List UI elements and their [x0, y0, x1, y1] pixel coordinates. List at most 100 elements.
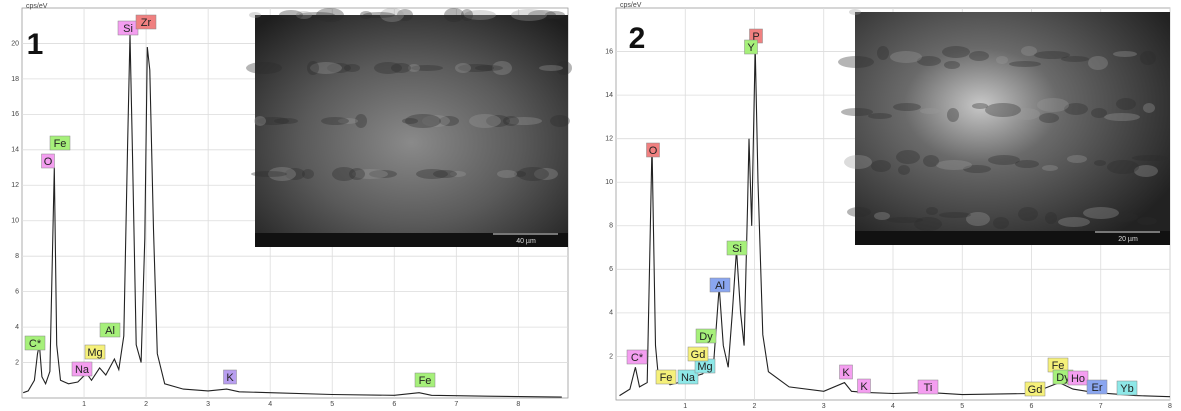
panel-label: 2	[629, 22, 646, 55]
sem-texture	[896, 150, 920, 164]
sem-texture	[1009, 61, 1041, 67]
x-tick-label: 8	[1168, 403, 1172, 410]
y-tick-label: 20	[11, 40, 19, 47]
sem-texture	[1094, 160, 1106, 166]
element-label: Na	[681, 372, 696, 384]
scale-bar-label: 40 µm	[516, 238, 536, 245]
y-axis-label: cps/eV	[26, 3, 48, 10]
element-label: Fe	[54, 138, 67, 150]
y-tick-label: 10	[11, 218, 19, 225]
y-tick-label: 14	[605, 92, 613, 99]
sem-texture	[920, 108, 940, 114]
sem-texture	[926, 207, 938, 215]
sem-texture	[849, 9, 861, 15]
element-label: Fe	[419, 375, 432, 387]
sem-texture	[455, 63, 471, 73]
sem-texture	[1132, 155, 1168, 161]
sem-image: 20 µm	[838, 9, 1170, 245]
sem-texture	[1143, 103, 1155, 113]
sem-image: 40 µm	[246, 8, 572, 247]
element-label: Si	[732, 243, 742, 255]
sem-texture	[1037, 98, 1069, 112]
y-tick-label: 14	[11, 147, 19, 154]
element-label: Ho	[1071, 373, 1085, 385]
x-tick-label: 3	[822, 403, 826, 410]
x-tick-label: 4	[268, 401, 272, 408]
sem-texture	[497, 170, 517, 178]
element-label: Mg	[697, 361, 712, 373]
x-tick-label: 2	[144, 401, 148, 408]
sem-texture	[1107, 160, 1139, 174]
sem-texture	[936, 160, 972, 170]
sem-texture	[251, 171, 287, 177]
sem-texture	[360, 11, 372, 19]
x-tick-label: 5	[330, 401, 334, 408]
x-tick-label: 6	[392, 401, 396, 408]
sem-texture	[1045, 212, 1057, 224]
sem-texture	[844, 155, 872, 169]
x-tick-label: 4	[891, 403, 895, 410]
sem-texture	[877, 46, 889, 60]
sem-texture	[947, 108, 959, 122]
sem-texture	[374, 62, 402, 74]
sem-texture	[1137, 217, 1157, 225]
y-tick-label: 10	[605, 179, 613, 186]
y-tick-label: 16	[605, 48, 613, 55]
sem-texture	[1039, 113, 1059, 123]
sem-texture	[871, 160, 891, 172]
sem-texture	[1067, 155, 1087, 163]
sem-texture	[923, 155, 939, 167]
sem-texture	[847, 207, 871, 217]
y-tick-label: 4	[609, 310, 613, 317]
sem-texture	[1058, 217, 1090, 227]
y-tick-label: 2	[15, 359, 19, 366]
sem-texture	[539, 65, 563, 71]
sem-texture	[307, 61, 319, 75]
element-label: Y	[747, 42, 755, 54]
sem-texture	[939, 212, 971, 218]
page: {"chart_data": [ {"type": "line", "panel…	[0, 0, 1181, 411]
sem-texture	[1018, 207, 1038, 221]
element-label: O	[649, 145, 658, 157]
x-tick-label: 8	[516, 401, 520, 408]
element-label: Al	[105, 325, 115, 337]
sem-texture	[402, 118, 418, 124]
sem-photo	[255, 15, 568, 247]
element-label: K	[842, 367, 850, 379]
sem-texture	[550, 115, 570, 127]
sem-texture	[1091, 108, 1107, 118]
element-label: C*	[29, 338, 42, 350]
element-label: Al	[715, 280, 725, 292]
sem-texture	[1104, 113, 1140, 121]
sem-texture	[1116, 98, 1136, 110]
x-tick-label: 6	[1030, 403, 1034, 410]
sem-texture	[279, 10, 303, 20]
y-tick-label: 12	[605, 136, 613, 143]
sem-texture	[1042, 165, 1058, 171]
sem-texture	[469, 114, 501, 128]
sem-texture	[444, 8, 464, 22]
sem-texture	[838, 56, 874, 68]
sem-texture	[874, 212, 890, 220]
y-tick-label: 6	[609, 266, 613, 273]
element-label: K	[860, 381, 868, 393]
sem-texture	[890, 51, 922, 63]
x-tick-label: 2	[753, 403, 757, 410]
sem-texture	[893, 103, 921, 111]
sem-texture	[416, 169, 448, 179]
sem-texture	[1113, 51, 1137, 57]
element-label: O	[44, 156, 53, 168]
sem-texture	[972, 103, 988, 109]
sem-photo	[855, 12, 1170, 245]
sem-texture	[1021, 46, 1037, 56]
element-label: Er	[1092, 382, 1103, 394]
element-label: K	[226, 372, 234, 384]
y-axis-label: cps/eV	[620, 2, 642, 9]
element-label: C*	[631, 352, 644, 364]
y-tick-label: 18	[11, 76, 19, 83]
x-tick-label: 7	[1099, 403, 1103, 410]
sem-texture	[511, 9, 547, 21]
panel-label: 1	[27, 28, 44, 61]
element-label: Dy	[699, 331, 713, 343]
y-tick-label: 4	[15, 324, 19, 331]
